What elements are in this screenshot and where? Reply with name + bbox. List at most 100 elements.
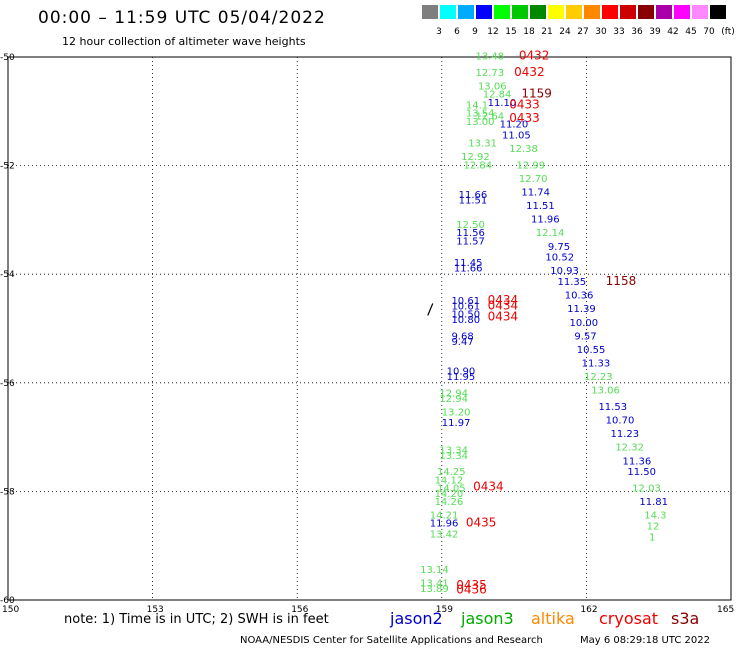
wave-height-label: 12.92 — [461, 152, 490, 163]
footnote: note: 1) Time is in UTC; 2) SWH is in fe… — [64, 612, 329, 627]
wave-height-label: 13.06 — [591, 386, 620, 397]
pass-time-label: 1158 — [606, 274, 637, 288]
generation-timestamp: May 6 08:29:18 UTC 2022 — [580, 635, 710, 646]
legend-swatch — [422, 5, 438, 19]
wave-height-label: 12.23 — [584, 372, 613, 383]
wave-height-label: 10.36 — [565, 291, 594, 302]
wave-height-label: 12.64 — [476, 111, 505, 122]
wave-height-label: 10.90 — [447, 367, 476, 378]
wave-height-label: 11.57 — [456, 236, 485, 247]
wave-height-label: 10.70 — [606, 416, 635, 427]
legend-label: 18 — [523, 27, 535, 37]
wave-height-label: 12.32 — [615, 443, 644, 454]
wave-height-label: 13.20 — [442, 407, 471, 418]
wave-height-label: 9.75 — [548, 242, 570, 253]
legend-swatch — [458, 5, 474, 19]
lon-tick-label: 150 — [2, 605, 19, 615]
lon-tick-label: 159 — [436, 605, 453, 615]
wave-height-label: 11.66 — [459, 190, 488, 201]
legend-swatch — [620, 5, 636, 19]
wave-height-label: 13.54 — [466, 109, 495, 120]
legend-label: 42 — [667, 27, 679, 37]
wave-height-label: 14.3 — [644, 511, 666, 522]
wave-height-label: 10.80 — [451, 315, 480, 326]
wave-height-label: 10.93 — [550, 266, 579, 277]
wave-height-label: 13.42 — [430, 530, 459, 541]
lat-tick-label: -60 — [0, 596, 15, 606]
lon-tick-label: 156 — [291, 605, 308, 615]
wave-height-label: 13.14 — [420, 565, 449, 576]
legend-swatch — [440, 5, 456, 19]
wave-height-label: 14.12 — [435, 475, 464, 486]
pass-time-label: 0433 — [509, 111, 540, 125]
legend-swatch — [638, 5, 654, 19]
wave-height-label: 11.96 — [430, 519, 459, 530]
legend-label: 33 — [613, 27, 625, 37]
legend-swatch — [566, 5, 582, 19]
wave-height-label: 11.56 — [456, 228, 485, 239]
legend-label: 3 — [436, 27, 442, 37]
wave-height-label: 14.20 — [435, 489, 464, 500]
legend-swatch — [494, 5, 510, 19]
wave-height-label: 14.1 — [466, 101, 488, 112]
wave-height-label: 11.74 — [521, 187, 550, 198]
legend-label: 30 — [595, 27, 607, 37]
pass-time-label: 0434 — [473, 479, 504, 493]
legend-swatch — [512, 5, 528, 19]
satellite-name-jason3: jason3 — [461, 609, 514, 628]
legend-unit: (ft) — [721, 27, 735, 37]
wave-height-label: 13.00 — [466, 117, 495, 128]
wave-height-label: 11.95 — [447, 372, 476, 383]
pass-time-label: 1159 — [521, 87, 552, 101]
wave-height-label: 13.41 — [420, 578, 449, 589]
wave-height-label: 12.70 — [519, 174, 548, 185]
wave-height-label: 12.03 — [632, 483, 661, 494]
legend-label: 9 — [472, 27, 478, 37]
wave-height-label: 11.05 — [502, 130, 531, 141]
wave-height-label: 9.57 — [574, 331, 596, 342]
wave-height-label: 9.68 — [451, 331, 473, 342]
wave-height-label: 13.48 — [476, 52, 505, 63]
wave-height-label: 12.14 — [536, 228, 565, 239]
wave-height-label: 11.33 — [582, 359, 611, 370]
pass-time-label: 0434 — [488, 298, 519, 312]
legend-swatch — [530, 5, 546, 19]
legend-swatch — [656, 5, 672, 19]
island-outline — [427, 303, 434, 316]
wave-height-label: 11.36 — [623, 456, 652, 467]
wave-height-label: 12.84 — [463, 160, 492, 171]
wave-height-label: 11.35 — [557, 277, 586, 288]
wave-height-label: 11.20 — [500, 120, 529, 131]
legend-label: 21 — [541, 27, 553, 37]
wave-height-label: 1 — [649, 532, 655, 543]
legend-swatch — [476, 5, 492, 19]
wave-height-label: 13.31 — [468, 139, 497, 150]
pass-time-label: 0432 — [519, 49, 550, 63]
legend-swatch — [602, 5, 618, 19]
legend-label: 39 — [649, 27, 661, 37]
lon-tick-label: 162 — [580, 605, 597, 615]
legend-label: 36 — [631, 27, 643, 37]
wave-height-label: 12.50 — [456, 220, 485, 231]
pass-time-label: 0433 — [509, 98, 540, 112]
wave-height-label: 9.47 — [451, 337, 473, 348]
wave-height-label: 11.10 — [488, 98, 517, 109]
lat-tick-label: -54 — [0, 270, 15, 280]
wave-height-label: 13.34 — [439, 445, 468, 456]
wave-height-label: 14.26 — [435, 497, 464, 508]
wave-height-label: 12.99 — [517, 160, 546, 171]
pass-time-label: 0435 — [466, 516, 497, 530]
legend-label: 70 — [703, 27, 715, 37]
lat-tick-label: -50 — [0, 53, 15, 63]
credit-line: NOAA/NESDIS Center for Satellite Applica… — [240, 635, 543, 646]
wave-height-label: 10.52 — [545, 253, 574, 264]
satellite-name-altika: altika — [531, 609, 575, 628]
legend-swatch — [710, 5, 726, 19]
legend-label: 27 — [577, 27, 589, 37]
legend-swatch — [692, 5, 708, 19]
wave-height-label: 12.73 — [476, 68, 505, 79]
wave-height-label: 14.25 — [437, 467, 466, 478]
wave-height-label: 11.66 — [454, 263, 483, 274]
page-subtitle: 12 hour collection of altimeter wave hei… — [62, 35, 306, 48]
